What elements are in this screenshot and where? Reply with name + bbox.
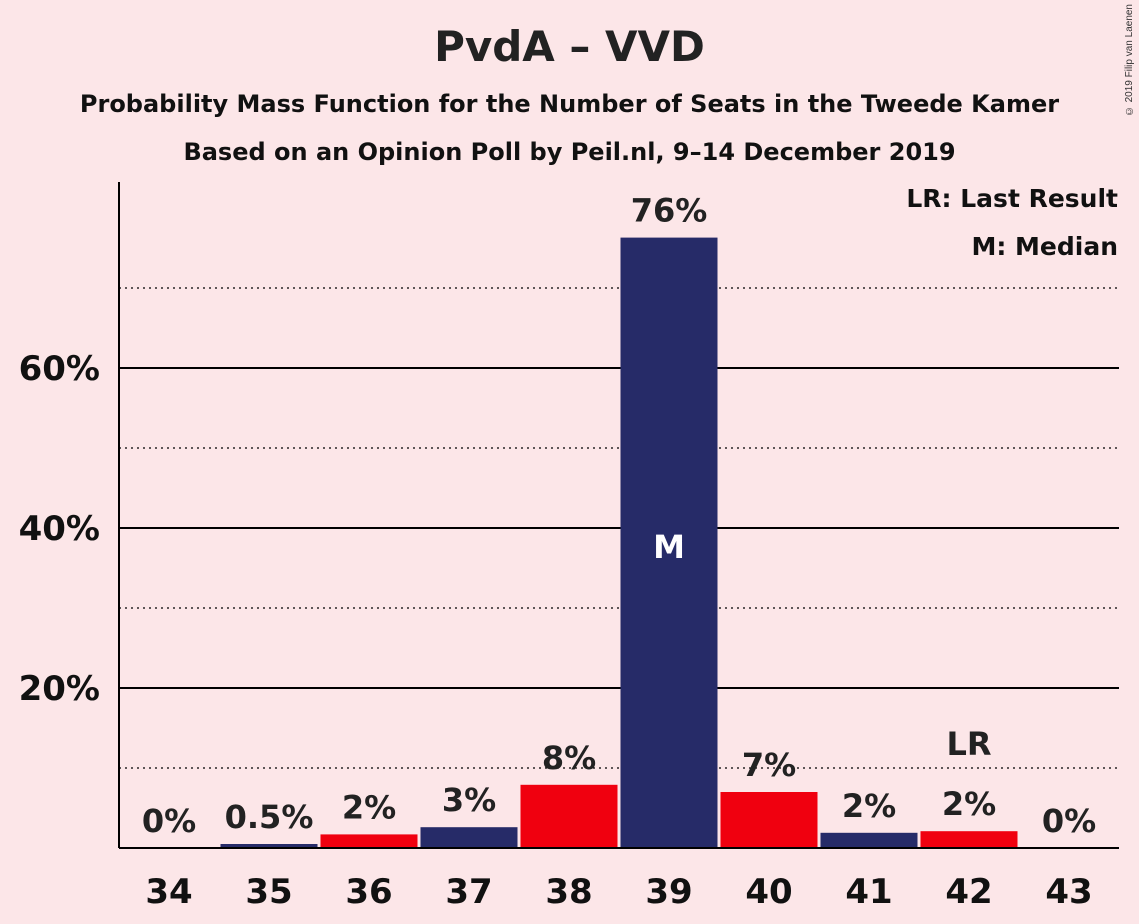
bar [920,831,1018,848]
y-tick-label: 20% [19,669,100,709]
y-tick-label: 60% [19,349,100,389]
bar [420,827,518,848]
bars [220,237,1018,849]
bar-value-label: 2% [842,787,896,825]
bar [820,832,918,848]
bar-value-label: 7% [742,746,796,784]
x-tick-label: 38 [545,872,592,912]
bar [620,237,718,849]
x-tick-label: 37 [445,872,492,912]
median-marker: M [653,528,685,566]
chart-subtitle: Probability Mass Function for the Number… [79,90,1060,118]
x-tick-label: 35 [245,872,292,912]
x-tick-label: 43 [1045,872,1092,912]
x-tick-label: 34 [145,872,192,912]
bar-value-label: 2% [342,788,396,826]
labels: 20% 40% 60% 34 0% 35 0.5% 36 2% 37 3% 38 8% 39 76% 40 7%… [19,192,1097,912]
legend-median: M: Median [971,232,1118,261]
bar [320,834,418,848]
x-tick-label: 41 [845,872,892,912]
bar-value-label: 76% [631,192,708,230]
gridlines [119,287,1119,769]
bar [520,784,618,848]
x-tick-label: 36 [345,872,392,912]
y-tick-label: 40% [19,509,100,549]
bar-value-label: 3% [442,781,496,819]
bar-value-label: 8% [542,739,596,777]
x-tick-label: 40 [745,872,792,912]
x-tick-label: 39 [645,872,692,912]
bar-value-label: 0.5% [225,798,314,836]
legend-last-result: LR: Last Result [906,184,1118,213]
bar-value-label: 0% [142,802,196,840]
x-tick-label: 42 [945,872,992,912]
last-result-marker: LR [946,725,991,763]
bar [720,792,818,848]
chart-title: PvdA – VVD [434,22,705,71]
bar-value-label: 2% [942,785,996,823]
bar-value-label: 0% [1042,802,1096,840]
bar [220,844,318,848]
axes [118,182,1119,849]
chart-subtitle-source: Based on an Opinion Poll by Peil.nl, 9–1… [183,138,956,166]
